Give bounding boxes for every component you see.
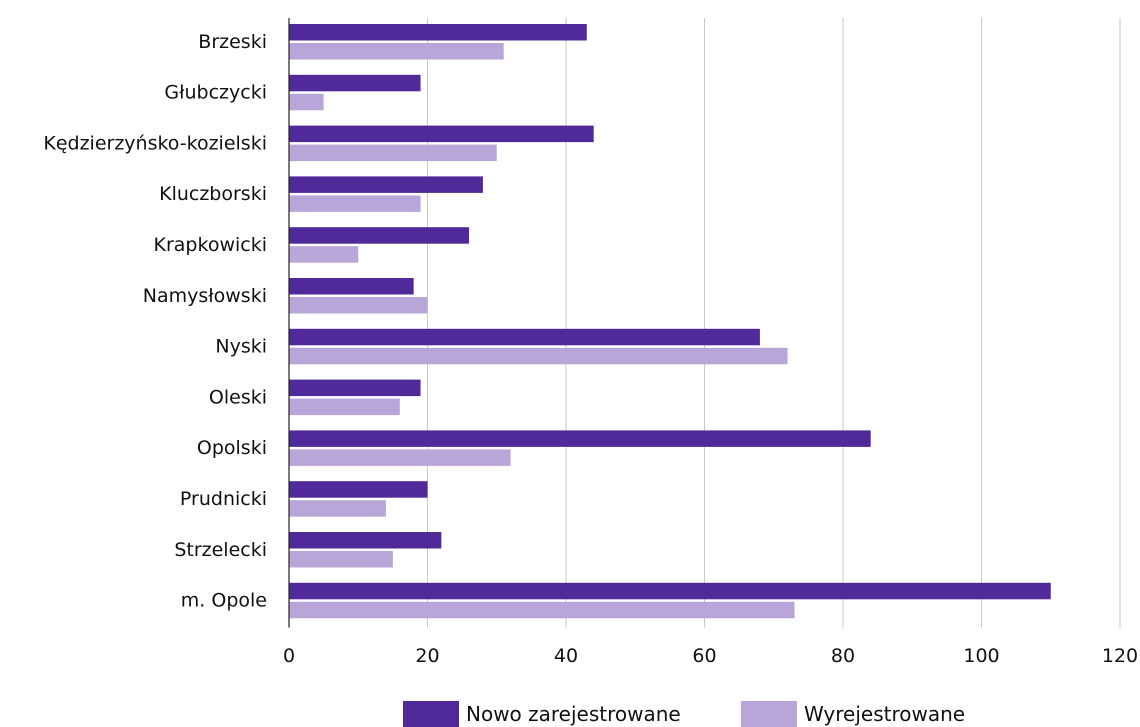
x-tick-label: 120 bbox=[1102, 645, 1138, 667]
legend-swatch-1 bbox=[741, 701, 797, 727]
bar-nowo-3 bbox=[289, 176, 483, 193]
x-tick-labels: 0 20 40 60 80 100 120 bbox=[283, 645, 1138, 667]
x-tick-label: 80 bbox=[831, 645, 855, 667]
bar-nowo-8 bbox=[289, 430, 871, 447]
legend: Nowo zarejestrowane Wyrejestrowane bbox=[403, 701, 965, 727]
bar-wyrej-2 bbox=[289, 145, 497, 162]
bar-wyrej-4 bbox=[289, 246, 358, 263]
bar-wyrej-3 bbox=[289, 195, 421, 212]
category-label: m. Opole bbox=[181, 590, 267, 612]
x-tick-label: 40 bbox=[554, 645, 578, 667]
bar-nowo-4 bbox=[289, 227, 469, 244]
bars bbox=[289, 24, 1051, 618]
bar-wyrej-5 bbox=[289, 297, 428, 314]
category-label: Kluczborski bbox=[159, 183, 267, 205]
x-tick-label: 100 bbox=[963, 645, 999, 667]
bar-nowo-9 bbox=[289, 481, 428, 498]
bar-nowo-2 bbox=[289, 126, 594, 143]
category-labels: Brzeski Głubczycki Kędzierzyńsko-kozielski… bbox=[43, 31, 267, 612]
category-label: Nyski bbox=[215, 336, 267, 358]
category-label: Krapkowicki bbox=[154, 234, 267, 256]
legend-label-1: Wyrejestrowane bbox=[804, 702, 965, 726]
bar-nowo-0 bbox=[289, 24, 587, 41]
x-tick-label: 0 bbox=[283, 645, 295, 667]
bar-wyrej-1 bbox=[289, 94, 324, 111]
category-label: Strzelecki bbox=[174, 539, 267, 561]
bar-wyrej-10 bbox=[289, 551, 393, 568]
x-tick-label: 60 bbox=[692, 645, 716, 667]
category-label: Kędzierzyńsko-kozielski bbox=[43, 132, 267, 154]
bar-wyrej-8 bbox=[289, 449, 511, 466]
x-tick-label: 20 bbox=[415, 645, 439, 667]
category-label: Brzeski bbox=[198, 31, 267, 53]
bar-nowo-11 bbox=[289, 583, 1051, 600]
bar-nowo-1 bbox=[289, 75, 421, 92]
legend-label-0: Nowo zarejestrowane bbox=[466, 702, 681, 726]
bar-wyrej-11 bbox=[289, 602, 795, 619]
legend-swatch-0 bbox=[403, 701, 459, 727]
bar-wyrej-6 bbox=[289, 348, 788, 365]
bar-nowo-6 bbox=[289, 329, 760, 346]
category-label: Namysłowski bbox=[143, 285, 267, 307]
gridlines bbox=[428, 18, 1121, 628]
category-label: Prudnicki bbox=[180, 488, 267, 510]
bar-wyrej-0 bbox=[289, 43, 504, 60]
bar-wyrej-7 bbox=[289, 399, 400, 416]
category-label: Opolski bbox=[197, 437, 267, 459]
category-label: Oleski bbox=[209, 386, 267, 408]
bar-nowo-7 bbox=[289, 380, 421, 397]
category-label: Głubczycki bbox=[164, 82, 267, 104]
bar-nowo-5 bbox=[289, 278, 414, 295]
bar-wyrej-9 bbox=[289, 500, 386, 517]
bar-nowo-10 bbox=[289, 532, 441, 549]
